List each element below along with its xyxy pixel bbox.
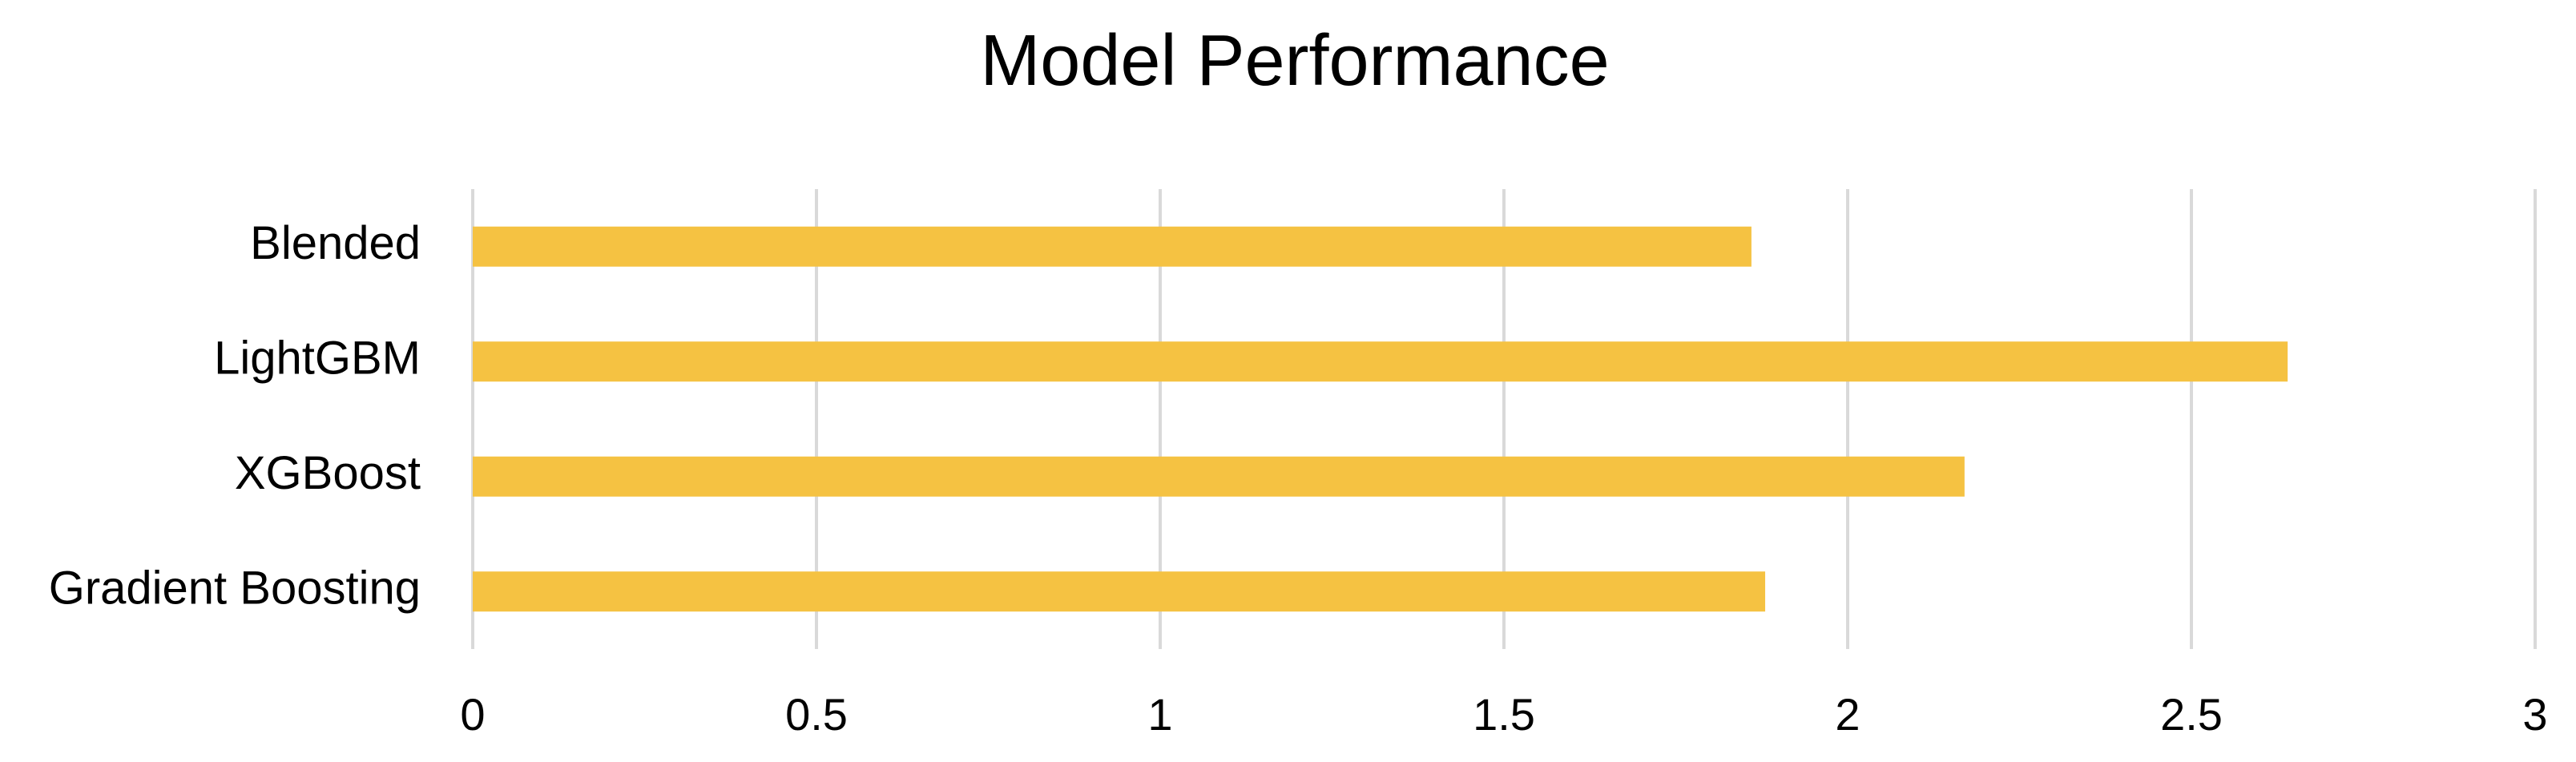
- x-tick-label: 0.5: [785, 689, 848, 740]
- x-tick-label: 2.5: [2160, 689, 2223, 740]
- x-tick-label: 3: [2522, 689, 2547, 740]
- chart-title: Model Performance: [980, 21, 1609, 101]
- bar: [473, 341, 2288, 382]
- x-tick-label: 2: [1835, 689, 1860, 740]
- bar: [473, 456, 1965, 497]
- y-tick-label: Gradient Boosting: [49, 562, 421, 615]
- bar: [473, 226, 1752, 267]
- x-tick-label: 1: [1147, 689, 1172, 740]
- x-tick-label: 0: [460, 689, 485, 740]
- bar: [473, 571, 1766, 612]
- x-tick-label: 1.5: [1473, 689, 1535, 740]
- y-tick-label: LightGBM: [214, 333, 421, 385]
- y-tick-label: Blended: [250, 217, 421, 269]
- y-tick-label: XGBoost: [235, 447, 421, 499]
